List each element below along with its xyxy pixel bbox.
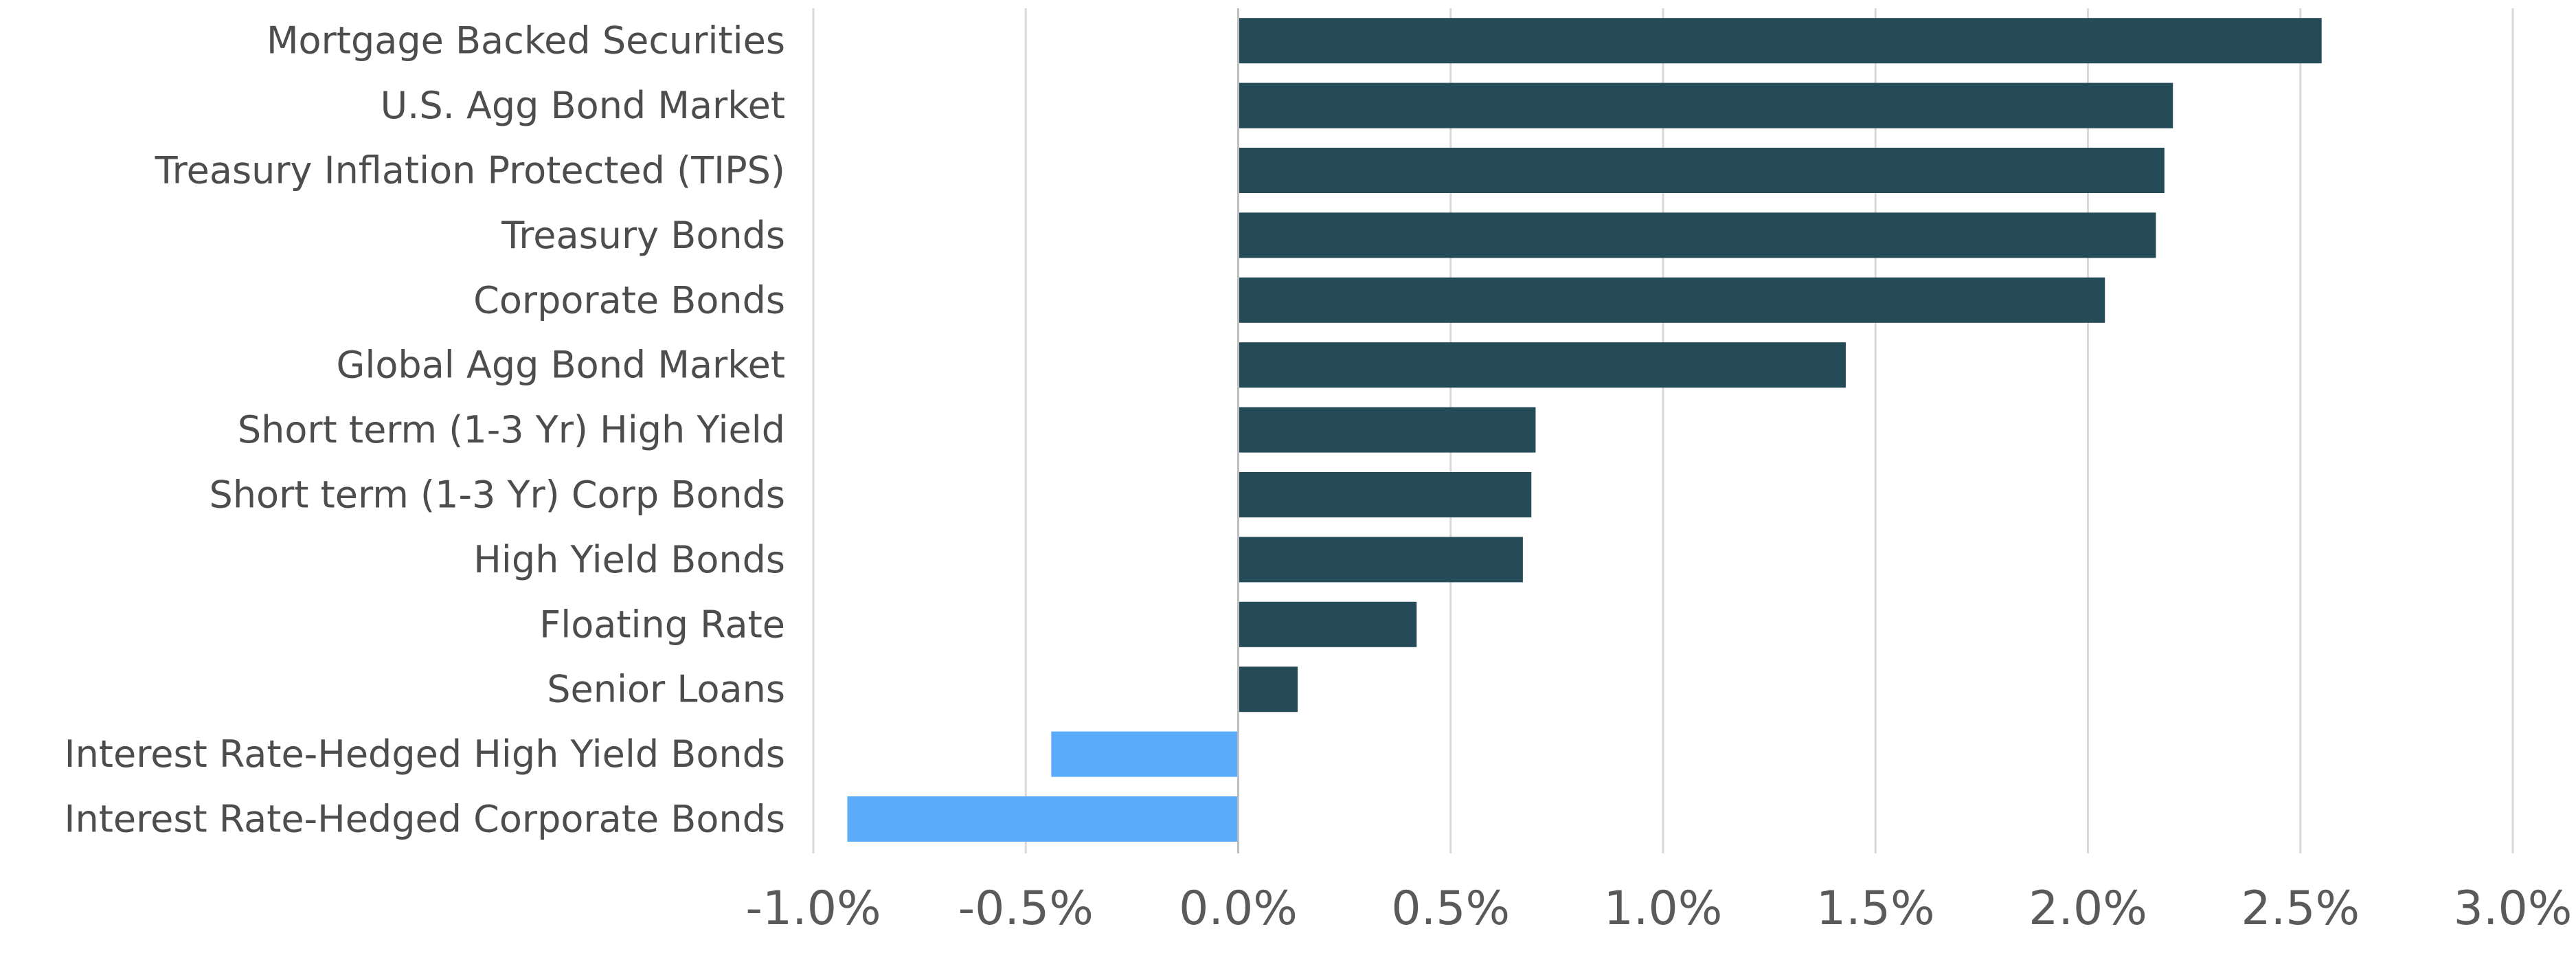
x-tick-label: 2.5% bbox=[2241, 882, 2360, 936]
category-label: Short term (1-3 Yr) Corp Bonds bbox=[210, 473, 785, 517]
bar bbox=[1238, 82, 2173, 128]
bar bbox=[847, 796, 1239, 842]
x-tick-label: 2.0% bbox=[2029, 882, 2147, 936]
x-tick-label: 0.5% bbox=[1391, 882, 1510, 936]
category-label: Short term (1-3 Yr) High Yield bbox=[238, 408, 785, 451]
x-tick-label: -0.5% bbox=[958, 882, 1094, 936]
x-tick-label: 0.0% bbox=[1179, 882, 1298, 936]
x-tick-label: 1.0% bbox=[1604, 882, 1723, 936]
category-label: Treasury Bonds bbox=[501, 214, 785, 257]
x-tick-label: -1.0% bbox=[745, 882, 881, 936]
bar bbox=[1238, 601, 1417, 647]
bar bbox=[1238, 537, 1523, 583]
category-label: Treasury Inflation Protected (TIPS) bbox=[155, 149, 785, 192]
x-tick-label: 3.0% bbox=[2454, 882, 2573, 936]
bar bbox=[1238, 212, 2156, 258]
category-label: Corporate Bonds bbox=[473, 278, 785, 322]
category-label: Mortgage Backed Securities bbox=[267, 19, 785, 63]
bar bbox=[1238, 18, 2322, 64]
bar bbox=[1238, 342, 1846, 388]
category-labels: Mortgage Backed Securities U.S. Agg Bond … bbox=[65, 19, 785, 841]
category-label: Interest Rate-Hedged Corporate Bonds bbox=[65, 798, 785, 841]
gridlines bbox=[812, 8, 2514, 853]
category-label: High Yield Bonds bbox=[473, 538, 785, 581]
bar bbox=[1238, 472, 1532, 517]
x-tick-label: 1.5% bbox=[1816, 882, 1935, 936]
category-label: Floating Rate bbox=[539, 603, 785, 646]
category-label: U.S. Agg Bond Market bbox=[381, 84, 785, 127]
bar bbox=[1238, 666, 1298, 713]
category-label: Interest Rate-Hedged High Yield Bonds bbox=[65, 732, 785, 776]
x-tick-labels: -1.0% -0.5% 0.0% 0.5% 1.0% 1.5% 2.0% 2.5% 3.0% bbox=[745, 882, 2572, 936]
bar bbox=[1051, 731, 1239, 777]
bar bbox=[1238, 148, 2165, 193]
bar bbox=[1238, 407, 1536, 453]
bar bbox=[1238, 277, 2105, 323]
bars bbox=[847, 18, 2322, 842]
category-label: Global Agg Bond Market bbox=[337, 344, 785, 387]
category-label: Senior Loans bbox=[547, 668, 785, 711]
